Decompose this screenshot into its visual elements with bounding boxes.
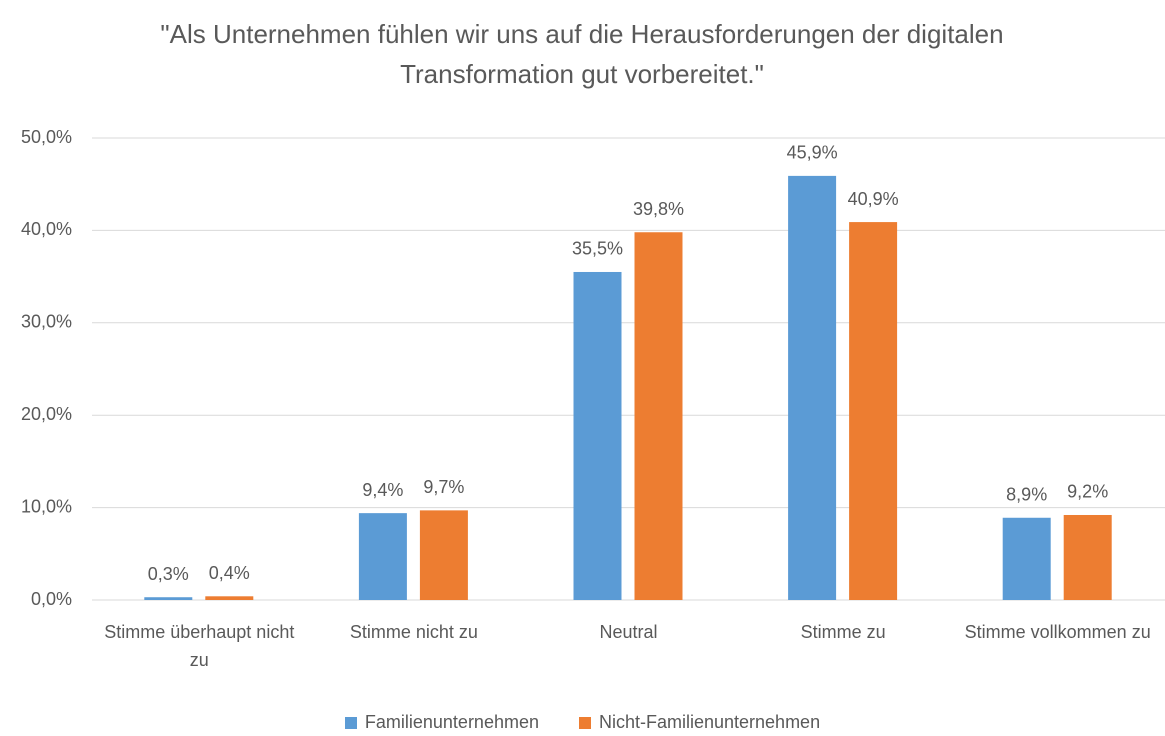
data-label: 40,9% [848, 189, 899, 209]
bar [788, 175, 837, 600]
bar [634, 232, 683, 601]
x-tick-label: Stimme vollkommen zu [964, 622, 1151, 642]
y-tick-label: 30,0% [21, 312, 72, 332]
x-tick-label: Stimme zu [800, 622, 886, 642]
x-tick-label: Neutral [599, 622, 658, 642]
data-label: 0,3% [148, 564, 189, 584]
bar [144, 597, 193, 600]
y-tick-label: 50,0% [21, 127, 72, 147]
data-label: 9,2% [1067, 482, 1108, 502]
y-tick-label: 10,0% [21, 496, 72, 516]
legend-label: Nicht-Familienunternehmen [598, 712, 821, 732]
bar [849, 222, 898, 601]
legend-swatch [578, 716, 591, 729]
legend-label: Familienunternehmen [364, 712, 539, 732]
bar [358, 513, 407, 600]
x-tick-label: Stimme überhaupt nicht zu [104, 622, 295, 670]
y-tick-label: 20,0% [21, 404, 72, 424]
chart-title: "Als Unternehmen fühlen wir uns auf die … [160, 19, 1004, 89]
y-tick-label: 0,0% [31, 589, 72, 609]
legend: Familienunternehmen Nicht-Familienunterne… [0, 712, 1165, 733]
bar [573, 271, 622, 600]
data-label: 45,9% [787, 143, 838, 163]
bar [205, 596, 254, 600]
y-tick-label: 40,0% [21, 219, 72, 239]
data-label: 9,4% [362, 480, 403, 500]
data-label: 39,8% [633, 199, 684, 219]
data-label: 35,5% [572, 239, 623, 259]
legend-item: Nicht-Familienunternehmen [578, 712, 821, 733]
data-label: 0,4% [209, 563, 250, 583]
data-label: 8,9% [1006, 485, 1047, 505]
data-label: 9,7% [423, 477, 464, 497]
bar [419, 510, 468, 600]
bar [1063, 514, 1112, 600]
legend-item: Familienunternehmen [344, 712, 539, 733]
bar [1002, 517, 1051, 600]
x-tick-label: Stimme nicht zu [349, 622, 478, 642]
legend-swatch [344, 716, 357, 729]
